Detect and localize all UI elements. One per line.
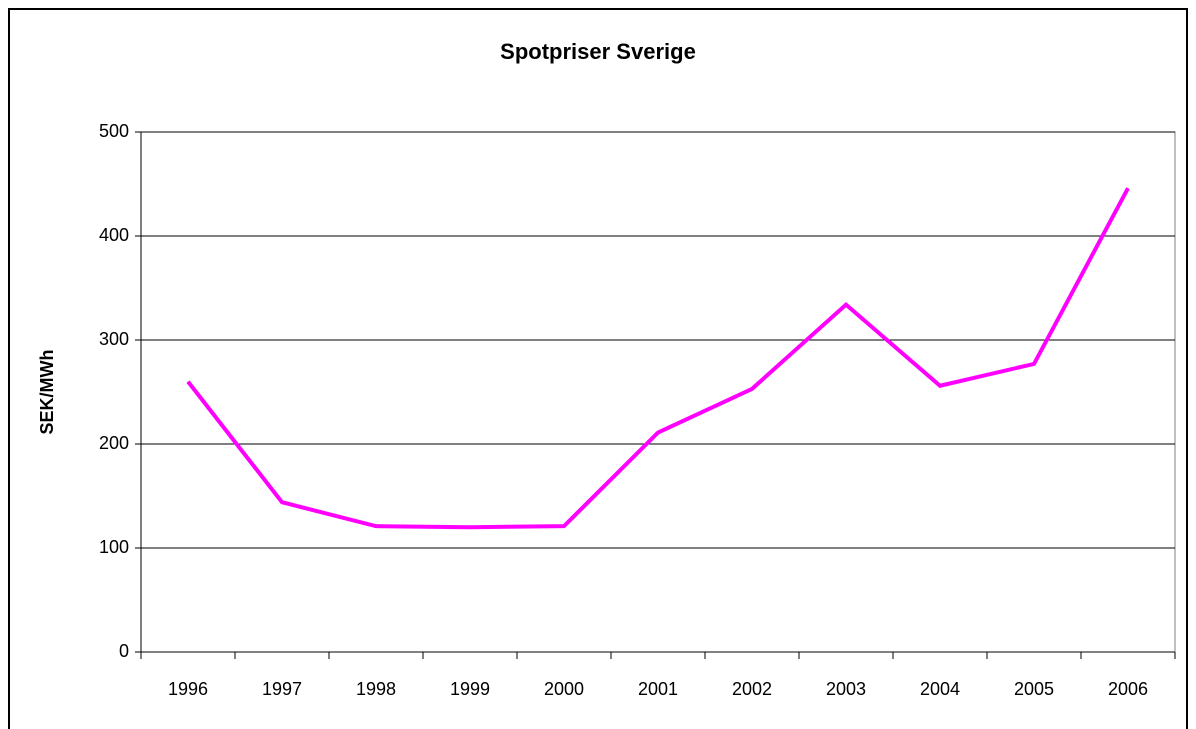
line-series <box>186 187 1130 530</box>
x-tick-label: 2004 <box>920 679 960 699</box>
chart-title: Spotpriser Sverige <box>500 39 696 64</box>
x-tick-label: 2005 <box>1014 679 1054 699</box>
y-tick-label: 200 <box>99 433 129 453</box>
x-tick-label: 2002 <box>732 679 772 699</box>
y-axis-label: SEK/MWh <box>37 350 57 435</box>
x-tick-label: 2006 <box>1108 679 1148 699</box>
x-tick-label: 2001 <box>638 679 678 699</box>
y-tick-label: 0 <box>119 641 129 661</box>
x-tick-label: 1996 <box>168 679 208 699</box>
x-tick-label: 2003 <box>826 679 866 699</box>
y-tick-label: 100 <box>99 537 129 557</box>
x-tick-label: 1997 <box>262 679 302 699</box>
x-tick-label: 1998 <box>356 679 396 699</box>
y-tick-label: 400 <box>99 225 129 245</box>
y-tick-label: 500 <box>99 121 129 141</box>
y-tick-label: 300 <box>99 329 129 349</box>
x-tick-label: 2000 <box>544 679 584 699</box>
x-tick-label: 1999 <box>450 679 490 699</box>
chart-frame <box>8 8 1188 729</box>
plot-area <box>140 131 1176 653</box>
